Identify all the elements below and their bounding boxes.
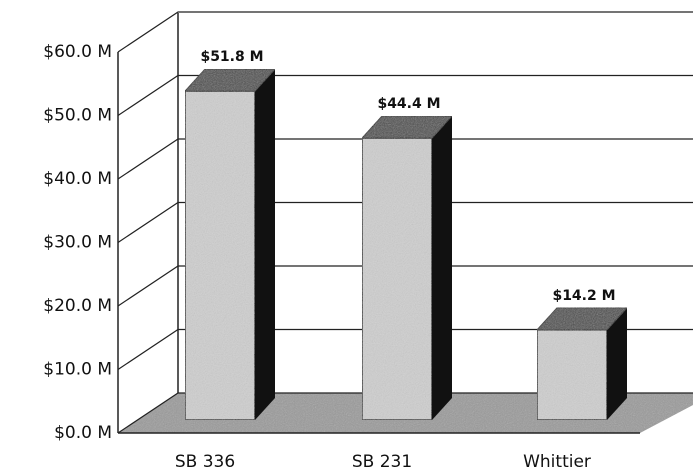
y-tick-label: $40.0 M — [43, 169, 112, 189]
value-label: $44.4 M — [377, 96, 440, 112]
grid-line — [117, 138, 693, 180]
grid-line — [117, 328, 693, 370]
grid-line — [117, 74, 693, 116]
bar — [184, 90, 256, 421]
bar-side — [255, 69, 275, 420]
grid-line — [117, 392, 693, 434]
y-tick-label: $0.0 M — [54, 423, 112, 443]
grid-line — [117, 265, 693, 307]
value-label: $51.8 M — [200, 49, 263, 65]
x-tick-label: SB 336 — [175, 452, 235, 472]
x-tick-label: Whittier — [523, 452, 591, 472]
y-tick-label: $50.0 M — [43, 106, 112, 126]
y-tick-label: $30.0 M — [43, 233, 112, 253]
grid-line — [117, 11, 693, 53]
y-tick-label: $20.0 M — [43, 296, 112, 316]
x-tick-label: SB 231 — [352, 452, 412, 472]
value-label: $14.2 M — [552, 288, 615, 304]
bar-side — [432, 116, 452, 420]
grid-line — [117, 201, 693, 243]
y-tick-label: $60.0 M — [43, 42, 112, 62]
bar — [361, 137, 433, 421]
bar-side — [607, 307, 627, 420]
y-tick-label: $10.0 M — [43, 360, 112, 380]
bar — [536, 329, 608, 421]
